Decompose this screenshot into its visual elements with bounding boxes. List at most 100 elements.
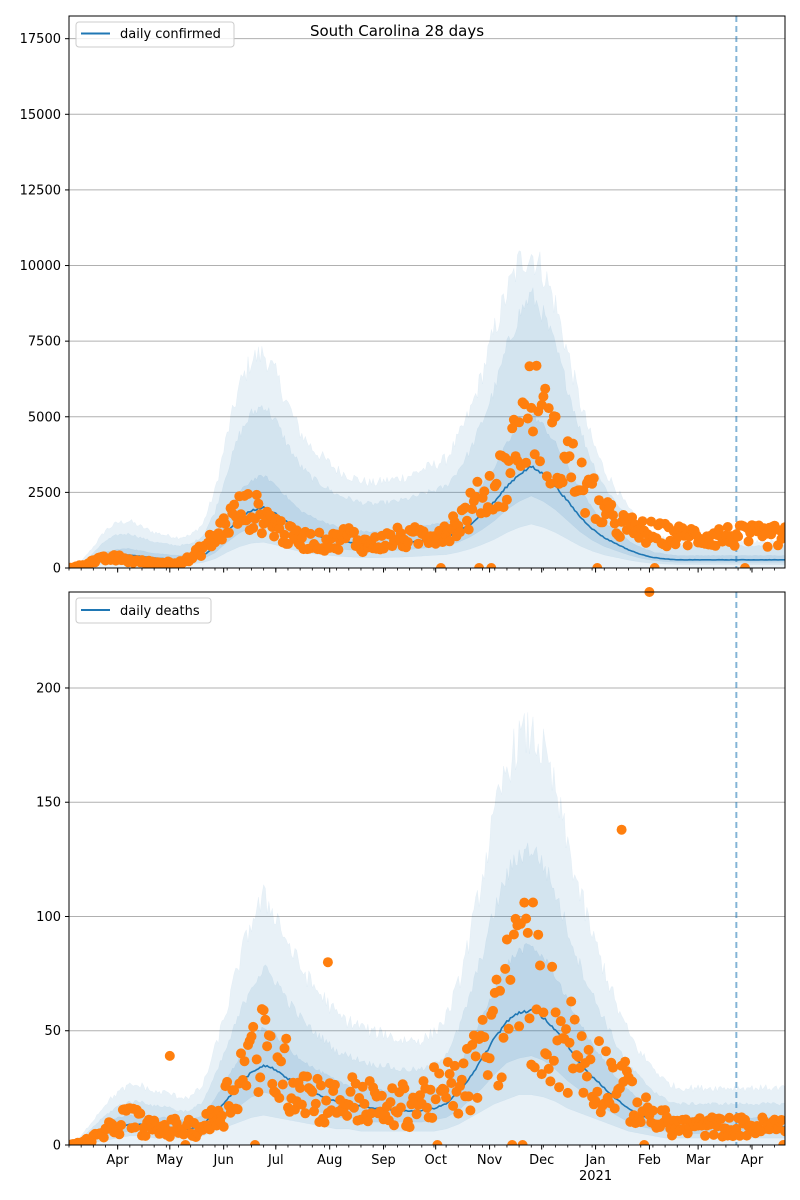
- observed-point: [243, 489, 253, 499]
- observed-point: [716, 1114, 726, 1124]
- confirmed-legend: daily confirmed: [76, 22, 234, 47]
- observed-point: [505, 975, 515, 985]
- observed-point: [233, 1104, 243, 1114]
- ytick-label: 2500: [28, 486, 61, 501]
- xtick-label: Apr: [741, 1153, 764, 1168]
- observed-point: [217, 1111, 227, 1121]
- observed-point: [561, 1024, 571, 1034]
- observed-point: [307, 1087, 317, 1097]
- observed-point: [278, 1080, 288, 1090]
- observed-point: [253, 1087, 263, 1097]
- observed-point: [549, 1056, 559, 1066]
- observed-point: [627, 1076, 637, 1086]
- confirmed-bands: [69, 251, 785, 568]
- deaths-grid: [69, 688, 785, 1031]
- observed-point: [636, 1117, 646, 1127]
- ytick-label: 17500: [20, 32, 61, 47]
- observed-point: [582, 1072, 592, 1082]
- observed-point: [523, 928, 533, 938]
- observed-point: [478, 1015, 488, 1025]
- observed-point: [462, 516, 472, 526]
- observed-point: [479, 486, 489, 496]
- observed-point: [465, 1105, 475, 1115]
- observed-point: [114, 1129, 124, 1139]
- observed-point: [523, 414, 533, 424]
- observed-point: [220, 519, 230, 529]
- observed-point: [566, 472, 576, 482]
- observed-point: [450, 1061, 460, 1071]
- observed-point: [528, 898, 538, 908]
- observed-point: [446, 1078, 456, 1088]
- observed-point: [248, 523, 258, 533]
- xtick-label: Mar: [686, 1153, 711, 1168]
- observed-point: [479, 1032, 489, 1042]
- observed-point: [300, 1108, 310, 1118]
- observed-point: [281, 1034, 291, 1044]
- observed-point: [241, 1081, 251, 1091]
- observed-point: [431, 1094, 441, 1104]
- ytick-label: 50: [44, 1024, 61, 1039]
- observed-point: [509, 930, 519, 940]
- observed-point: [514, 417, 524, 427]
- observed-point: [601, 1046, 611, 1056]
- observed-point: [641, 1092, 651, 1102]
- observed-point: [276, 1056, 286, 1066]
- observed-point: [502, 495, 512, 505]
- observed-point: [412, 1109, 422, 1119]
- deaths-xticks: Apr May Jun Jul Aug Sep Oct Nov Dec Jan2021Feb Mar…: [69, 1145, 775, 1184]
- observed-point: [386, 1097, 396, 1107]
- xtick-label: Feb: [638, 1153, 661, 1168]
- observed-point: [723, 522, 733, 532]
- observed-point: [255, 1072, 265, 1082]
- deaths-yticks: 050100150200: [36, 681, 69, 1153]
- observed-point: [632, 1097, 642, 1107]
- observed-point: [403, 537, 413, 547]
- observed-point: [219, 1122, 229, 1132]
- observed-point: [763, 542, 773, 552]
- observed-point: [224, 528, 234, 538]
- deaths-panel: 050100150200 Apr May Jun Jul Aug Sep Oct Nov Dec…: [36, 587, 790, 1184]
- xtick-label: Oct: [424, 1153, 446, 1168]
- observed-point: [566, 997, 576, 1007]
- observed-point: [608, 510, 618, 520]
- ytick-label: 5000: [28, 410, 61, 425]
- observed-point: [295, 1083, 305, 1093]
- observed-point: [389, 1120, 399, 1130]
- xtick-label: Jan: [585, 1153, 606, 1168]
- observed-point: [396, 1103, 406, 1113]
- ytick-label: 0: [53, 562, 61, 577]
- observed-point: [130, 1122, 140, 1132]
- observed-point: [260, 1015, 270, 1025]
- observed-point: [266, 1031, 276, 1041]
- observed-point: [514, 1021, 524, 1031]
- observed-point: [521, 458, 531, 468]
- observed-point: [240, 1056, 250, 1066]
- observed-point: [455, 527, 465, 537]
- observed-point: [229, 500, 239, 510]
- observed-point: [248, 1022, 258, 1032]
- observed-point: [405, 1122, 415, 1132]
- observed-point: [584, 1045, 594, 1055]
- observed-point: [472, 1093, 482, 1103]
- observed-point: [521, 914, 531, 924]
- ytick-label: 100: [36, 910, 61, 925]
- xtick-label: Jun: [213, 1153, 234, 1168]
- observed-point: [342, 1111, 352, 1121]
- observed-point: [778, 532, 788, 542]
- observed-point: [483, 1070, 493, 1080]
- observed-point: [547, 962, 557, 972]
- observed-point: [471, 1051, 481, 1061]
- observed-point: [565, 451, 575, 461]
- observed-point: [413, 539, 423, 549]
- observed-point: [495, 986, 505, 996]
- observed-point: [538, 1008, 548, 1018]
- xtick-label: Sep: [371, 1153, 396, 1168]
- observed-point: [505, 468, 515, 478]
- observed-point: [700, 1131, 710, 1141]
- observed-point: [464, 525, 474, 535]
- observed-point: [311, 1099, 321, 1109]
- observed-point: [563, 1088, 573, 1098]
- ytick-label: 12500: [20, 183, 61, 198]
- observed-point: [222, 1077, 232, 1087]
- observed-point: [306, 529, 316, 539]
